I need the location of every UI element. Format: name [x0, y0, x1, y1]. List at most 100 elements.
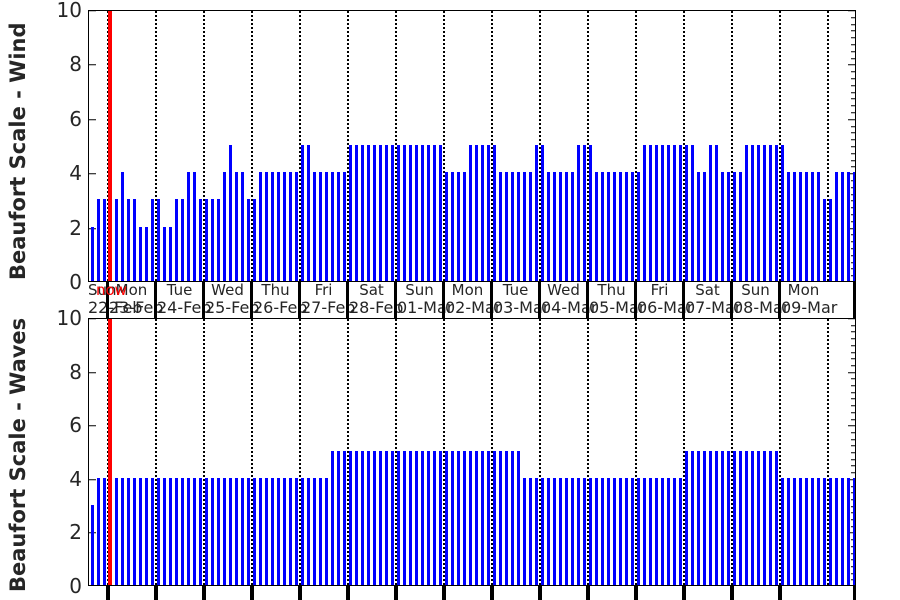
- bar: [162, 226, 166, 281]
- bar: [450, 172, 454, 281]
- day-separator-line: [635, 319, 637, 585]
- bar: [360, 145, 364, 281]
- bar: [390, 451, 394, 585]
- x-axis-day-of-week: Wed: [547, 281, 580, 299]
- bar: [678, 477, 682, 585]
- bar: [168, 226, 172, 281]
- y-axis-minor-tick: [851, 338, 855, 340]
- bar: [618, 477, 622, 585]
- day-separator-line: [539, 11, 541, 281]
- bar: [426, 451, 430, 585]
- x-axis-bottom-ticks: [88, 586, 856, 600]
- plot-area-waves: [89, 319, 855, 585]
- bar: [570, 477, 574, 585]
- bar: [504, 451, 508, 585]
- y-axis-minor-tick: [851, 30, 855, 32]
- bar: [792, 477, 796, 585]
- bar: [762, 145, 766, 281]
- x-axis-day-cell: Sun 01-Mar: [394, 281, 453, 318]
- x-axis-day-cell: Wed 04-Mar: [538, 281, 597, 318]
- x-axis-day-cell: Sat 07-Mar: [682, 282, 742, 318]
- bar: [822, 199, 826, 281]
- x-axis-bottom-tick: [442, 586, 446, 600]
- bar: [750, 145, 754, 281]
- y-axis-tick-mark-right: [848, 227, 855, 229]
- x-axis-day-of-week: Sun: [405, 281, 434, 299]
- y-axis-minor-tick: [851, 351, 855, 353]
- y-axis-tick-mark-right: [848, 319, 855, 320]
- bar: [780, 477, 784, 585]
- day-separator-line: [827, 319, 829, 585]
- x-axis-day-band: Sun 22-Feb Mon 23-Feb Tue 24-Feb Wed 25-Feb Thu 2…: [88, 282, 856, 318]
- x-axis-date: 05-Mar: [589, 298, 646, 317]
- y-axis-minor-tick: [851, 345, 855, 347]
- bar: [606, 477, 610, 585]
- x-axis-day-of-week: Mon: [451, 281, 484, 299]
- bar: [270, 477, 274, 585]
- bar: [474, 451, 478, 585]
- y-axis-minor-tick: [851, 378, 855, 380]
- y-axis-tick-mark: [89, 371, 96, 373]
- bar: [144, 226, 148, 281]
- bar: [246, 477, 250, 585]
- x-axis-day-of-week: Tue: [166, 281, 193, 299]
- bar: [510, 172, 514, 281]
- bar: [750, 451, 754, 585]
- y-axis-minor-tick: [851, 57, 855, 59]
- bar: [612, 477, 616, 585]
- day-separator-line: [683, 319, 685, 585]
- bar: [144, 477, 148, 585]
- bar: [492, 145, 496, 281]
- x-axis-day-cell: Tue 03-Mar: [490, 282, 549, 318]
- bar: [414, 145, 418, 281]
- day-separator-line: [155, 11, 157, 281]
- bar: [648, 145, 652, 281]
- y-tick-label: 2: [69, 215, 82, 240]
- x-axis-date: 07-Mar: [685, 298, 742, 317]
- bar: [558, 477, 562, 585]
- bar: [684, 451, 688, 585]
- bar: [420, 145, 424, 281]
- x-axis-date: 08-Mar: [733, 298, 790, 317]
- bar: [450, 451, 454, 585]
- y-axis-minor-tick: [851, 105, 855, 107]
- x-axis-right-edge: [853, 282, 856, 318]
- bar: [306, 145, 310, 281]
- bar: [282, 172, 286, 281]
- bar: [318, 477, 322, 585]
- y-axis-tick-mark: [89, 64, 96, 66]
- bar: [408, 451, 412, 585]
- day-separator-line: [635, 11, 637, 281]
- y-axis-minor-tick: [851, 146, 855, 148]
- bar: [690, 451, 694, 585]
- bar: [402, 145, 406, 281]
- bar: [774, 451, 778, 585]
- bar: [522, 172, 526, 281]
- bar: [372, 145, 376, 281]
- bar: [258, 172, 262, 281]
- bar: [408, 145, 412, 281]
- x-axis-day-of-week: Wed: [211, 281, 244, 299]
- bar: [600, 477, 604, 585]
- y-axis-tick-mark-right: [848, 532, 855, 534]
- y-axis-title-wind: Beaufort Scale - Wind: [6, 22, 30, 280]
- y-axis-minor-tick: [851, 458, 855, 460]
- bar: [654, 145, 658, 281]
- x-axis-day-cell: Thu 26-Feb: [250, 282, 307, 318]
- x-axis-bottom-tick: [586, 586, 590, 600]
- y-axis-minor-tick: [851, 112, 855, 114]
- y-axis-minor-tick: [851, 139, 855, 141]
- y-axis-minor-tick: [851, 44, 855, 46]
- bar: [390, 145, 394, 281]
- bar: [468, 145, 472, 281]
- y-axis-tick-mark-right: [848, 479, 855, 481]
- bar: [552, 172, 556, 281]
- bar: [132, 477, 136, 585]
- day-separator-line: [395, 11, 397, 281]
- bar: [600, 172, 604, 281]
- day-separator-line: [587, 11, 589, 281]
- bar: [642, 477, 646, 585]
- bar: [216, 477, 220, 585]
- y-axis-tick-mark: [89, 11, 96, 12]
- bar: [846, 172, 850, 281]
